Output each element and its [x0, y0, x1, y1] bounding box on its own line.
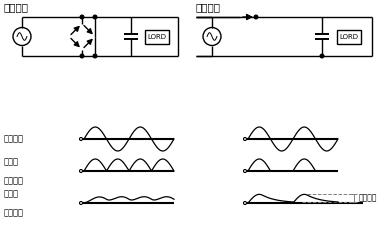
Text: 半波整流: 半波整流 [196, 2, 221, 12]
Circle shape [254, 15, 258, 19]
Text: LORD: LORD [340, 33, 358, 39]
Text: LORD: LORD [147, 33, 167, 39]
Bar [337, 29, 361, 43]
Circle shape [80, 15, 84, 19]
Text: 有电容器: 有电容器 [4, 208, 24, 217]
Circle shape [320, 54, 324, 58]
Bar [145, 29, 169, 43]
Circle shape [80, 54, 84, 58]
Circle shape [93, 15, 97, 19]
Text: 无电容器: 无电容器 [4, 176, 24, 185]
Circle shape [93, 54, 97, 58]
Text: 输入电压: 输入电压 [4, 135, 24, 143]
Text: 整流后: 整流后 [4, 157, 19, 166]
Text: 全波整流: 全波整流 [4, 2, 29, 12]
Text: 整流后: 整流后 [4, 189, 19, 198]
Text: 纹波电压: 纹波电压 [359, 194, 377, 203]
